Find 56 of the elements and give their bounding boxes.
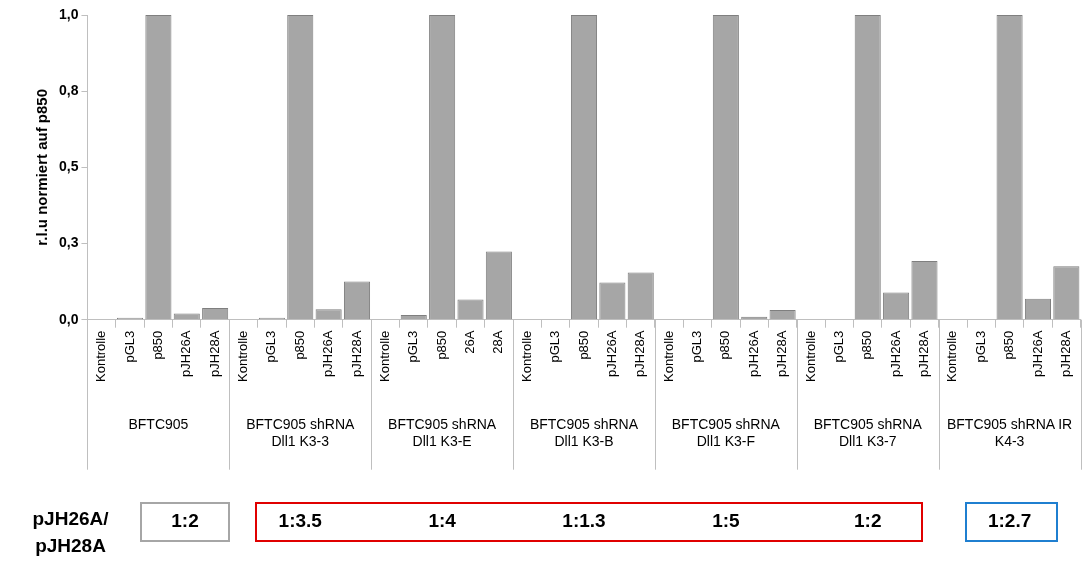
x-tick-label: Kontrolle [518, 330, 534, 382]
text: BFTC905 shRNA Dll1 K3-F [671, 415, 781, 449]
x-tick-label: Kontrolle [660, 330, 676, 382]
text: BFTC905 shRNA Dll1 K3-7 [813, 415, 923, 449]
x-tick-label: p850 [1001, 330, 1017, 360]
y-tick-label: 0,5 [58, 158, 79, 175]
x-tick-label: pGL3 [121, 330, 137, 363]
text: BFTC905 shRNA Dll1 K3-B [529, 415, 639, 449]
x-tick-label: p850 [859, 330, 875, 360]
x-tick-label: pJH26A [603, 330, 619, 377]
x-tick-label: pGL3 [830, 330, 846, 363]
x-tick-label: pJH26A [745, 330, 761, 377]
text: BFTC905 shRNA IR K4-3 [946, 415, 1073, 449]
x-tick-label: Kontrolle [235, 330, 251, 382]
text: 1:5 [711, 510, 741, 532]
x-tick-label: pGL3 [689, 330, 705, 363]
x-tick-label: pGL3 [547, 330, 563, 363]
x-tick-label: Kontrolle [376, 330, 392, 382]
y-tick-label: 0,8 [58, 82, 79, 99]
text: pJH26A/ pJH28A [31, 507, 110, 558]
text: 1:3.5 [277, 510, 323, 532]
text: 1:4 [427, 510, 457, 532]
x-tick-label: p850 [149, 330, 165, 360]
x-tick-label: 26A [462, 330, 478, 354]
x-tick-label: pJH26A [887, 330, 903, 377]
x-tick-label: pJH26A [1029, 330, 1045, 377]
x-tick-label: p850 [575, 330, 591, 360]
y-tick-label: 0,0 [58, 310, 79, 327]
y-tick-label: 0,3 [58, 234, 79, 251]
x-tick-label: p850 [291, 330, 307, 360]
text: BFTC905 shRNA Dll1 K3-E [388, 415, 497, 449]
y-axis-title: r.l.u normiert auf p850 [33, 88, 51, 246]
x-tick-label: pJH28A [916, 330, 932, 377]
x-tick-label: pGL3 [263, 330, 279, 363]
x-tick-label: pJH28A [348, 330, 364, 377]
text: 1:2.7 [986, 510, 1033, 532]
text: BFTC905 shRNA Dll1 K3-3 [246, 415, 355, 449]
x-tick-label: 28A [490, 330, 506, 354]
text: 1:2 [853, 510, 883, 532]
x-tick-label: pGL3 [972, 330, 988, 363]
text: 1:2 [170, 510, 200, 532]
y-tick-label: 1,0 [58, 5, 79, 22]
x-tick-label: p850 [433, 330, 449, 360]
x-tick-label: pJH28A [1057, 330, 1073, 377]
x-tick-label: pJH28A [206, 330, 222, 377]
x-tick-label: Kontrolle [944, 330, 960, 382]
text: BFTC905 [128, 415, 189, 432]
x-tick-label: Kontrolle [93, 330, 109, 382]
x-tick-label: pJH28A [632, 330, 648, 377]
text: 1:1.3 [561, 510, 607, 532]
x-tick-label: pJH28A [774, 330, 790, 377]
x-tick-label: Kontrolle [802, 330, 818, 382]
x-tick-label: pJH26A [178, 330, 194, 377]
x-tick-label: pGL3 [405, 330, 421, 363]
x-tick-label: pJH26A [320, 330, 336, 377]
x-tick-label: p850 [717, 330, 733, 360]
